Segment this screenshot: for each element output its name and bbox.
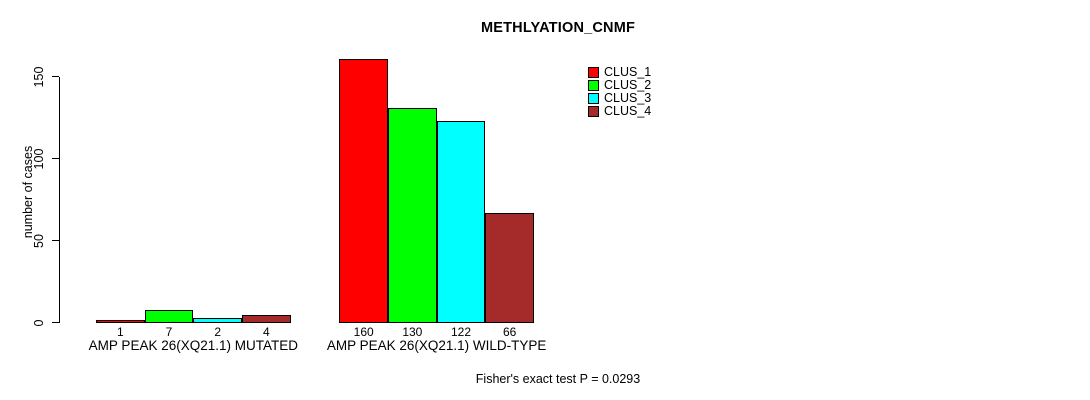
y-tick-label: 50 [32, 233, 46, 248]
y-axis-line [58, 76, 60, 323]
y-tick-label: 100 [32, 148, 46, 169]
legend-label: CLUS_1 [604, 65, 652, 79]
bar-value-label: 122 [450, 324, 471, 339]
y-tick-mark [51, 157, 59, 160]
legend-swatch-icon [588, 67, 599, 78]
y-tick-mark [51, 239, 59, 242]
bar-value-label: 130 [402, 324, 423, 339]
bar-value-label: 1 [116, 324, 124, 339]
fisher-test-annotation: Fisher's exact test P = 0.0293 [475, 372, 641, 386]
y-tick-label: 0 [32, 319, 46, 326]
bar-clus_3-group1 [193, 318, 242, 324]
bar-clus_4-group2 [485, 213, 534, 324]
x-category-label: AMP PEAK 26(XQ21.1) WILD-TYPE [326, 338, 547, 353]
bar-value-label: 66 [502, 324, 517, 339]
bar-value-label: 7 [165, 324, 173, 339]
y-tick-mark [51, 75, 59, 78]
legend-label: CLUS_3 [604, 91, 652, 105]
legend-label: CLUS_2 [604, 78, 652, 92]
bar-clus_2-group1 [144, 310, 194, 324]
bar-clus_1-group2 [339, 59, 388, 324]
legend-swatch-icon [588, 80, 599, 91]
legend-swatch-icon [588, 93, 599, 104]
chart-title: METHLYATION_CNMF [480, 20, 636, 36]
legend-swatch-icon [588, 106, 599, 117]
y-tick-mark [51, 321, 59, 324]
bar-value-label: 2 [214, 324, 221, 339]
bar-value-label: 4 [262, 324, 270, 339]
bar-value-label: 160 [353, 324, 374, 339]
bar-clus_2-group2 [388, 108, 437, 324]
bar-clus_3-group2 [436, 121, 486, 324]
bar-clus_1-group1 [96, 319, 145, 324]
legend-label: CLUS_4 [604, 104, 652, 118]
x-category-label: AMP PEAK 26(XQ21.1) MUTATED [88, 338, 298, 353]
y-tick-label: 150 [32, 66, 46, 87]
bar-clus_4-group1 [242, 314, 291, 324]
